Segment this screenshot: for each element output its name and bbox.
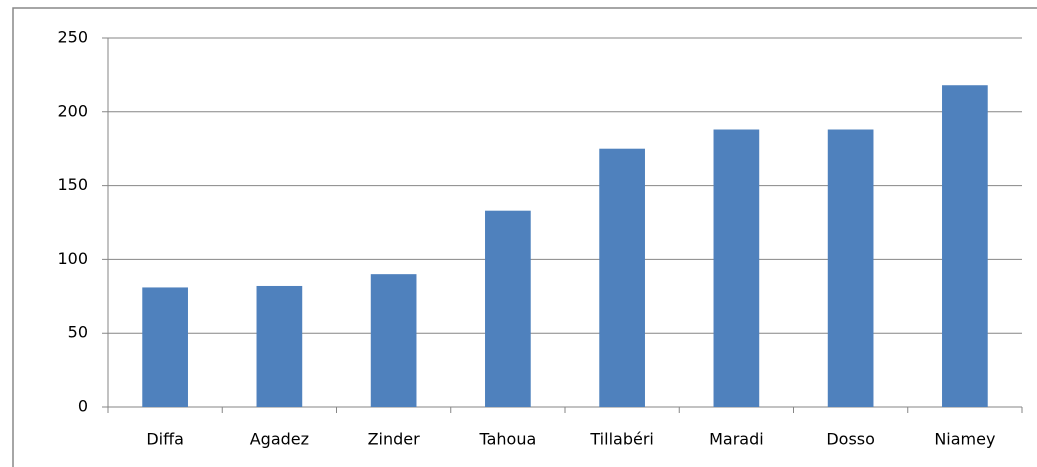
chart-frame [12, 7, 1037, 467]
bar [485, 210, 531, 407]
bar [142, 287, 188, 407]
bar [256, 285, 303, 407]
bar [942, 85, 988, 408]
bar [713, 129, 760, 407]
bar [827, 129, 874, 407]
x-tick-label: Agadez [250, 430, 309, 449]
x-tick-label: Niamey [934, 430, 995, 449]
y-tick-label: 250 [57, 28, 88, 47]
x-tick-label: Tahoua [478, 430, 536, 449]
y-tick-label: 200 [57, 101, 88, 120]
y-tick-label: 150 [57, 175, 88, 194]
y-tick-label: 0 [78, 397, 88, 416]
y-tick-label: 50 [68, 323, 88, 342]
bar [599, 148, 645, 407]
x-tick-label: Tillabéri [589, 430, 653, 449]
x-tick-label: Zinder [368, 430, 421, 449]
x-tick-label: Maradi [709, 430, 764, 449]
x-tick-label: Diffa [146, 430, 184, 449]
bar [370, 274, 417, 407]
y-tick-label: 100 [57, 249, 88, 268]
x-tick-label: Dosso [826, 430, 875, 449]
